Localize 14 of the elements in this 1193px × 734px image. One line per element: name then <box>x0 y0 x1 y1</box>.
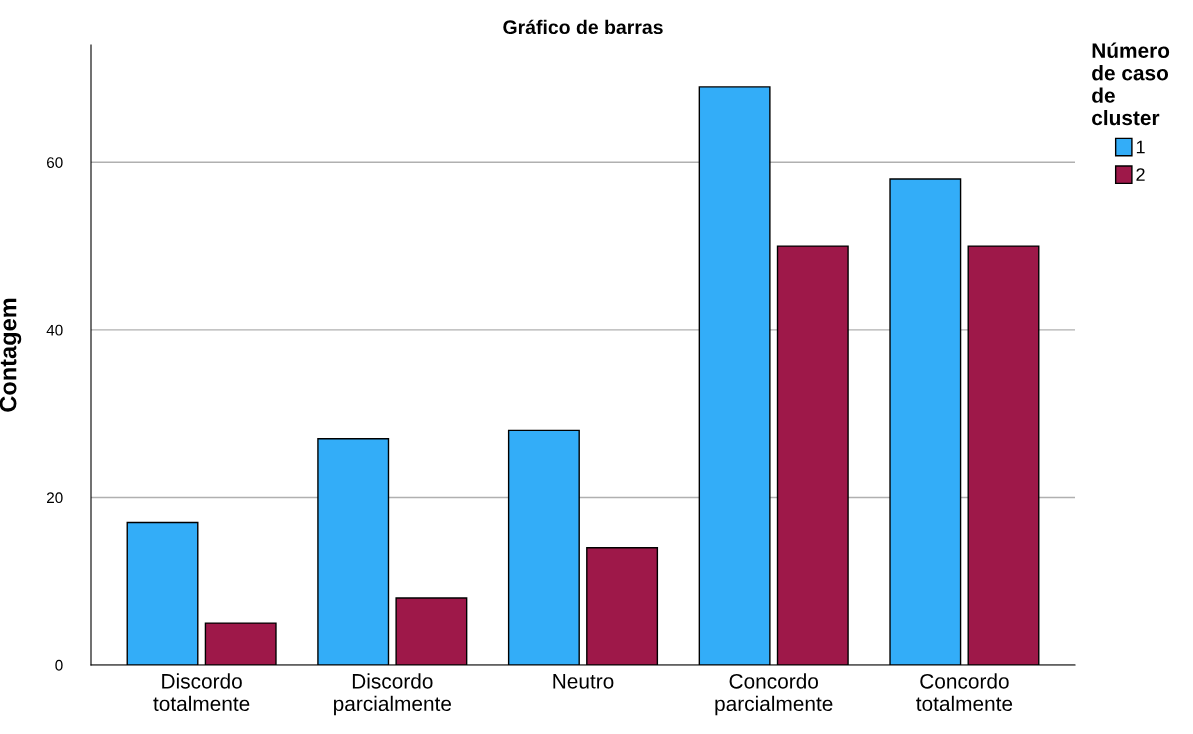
x-tick-label: Discordo parcialmente <box>334 673 452 716</box>
chart-title: Gráfico de barras <box>503 19 663 35</box>
x-tick-label: Concordo parcialmente <box>715 673 833 716</box>
legend-label: 2 <box>1136 168 1145 181</box>
x-tick-label: Concordo totalmente <box>916 673 1013 712</box>
y-tick-label: 0 <box>55 659 63 671</box>
x-tick-label: Discordo totalmente <box>153 673 250 712</box>
y-axis-title: Contagem <box>0 298 22 412</box>
y-tick-label: 60 <box>47 157 63 168</box>
y-tick-label: 20 <box>47 492 63 504</box>
legend-label: 1 <box>1136 140 1145 154</box>
x-tick-label: Neutro <box>553 674 614 689</box>
y-tick-label: 40 <box>46 324 63 336</box>
legend-title: Número de caso de cluster <box>1092 42 1170 126</box>
